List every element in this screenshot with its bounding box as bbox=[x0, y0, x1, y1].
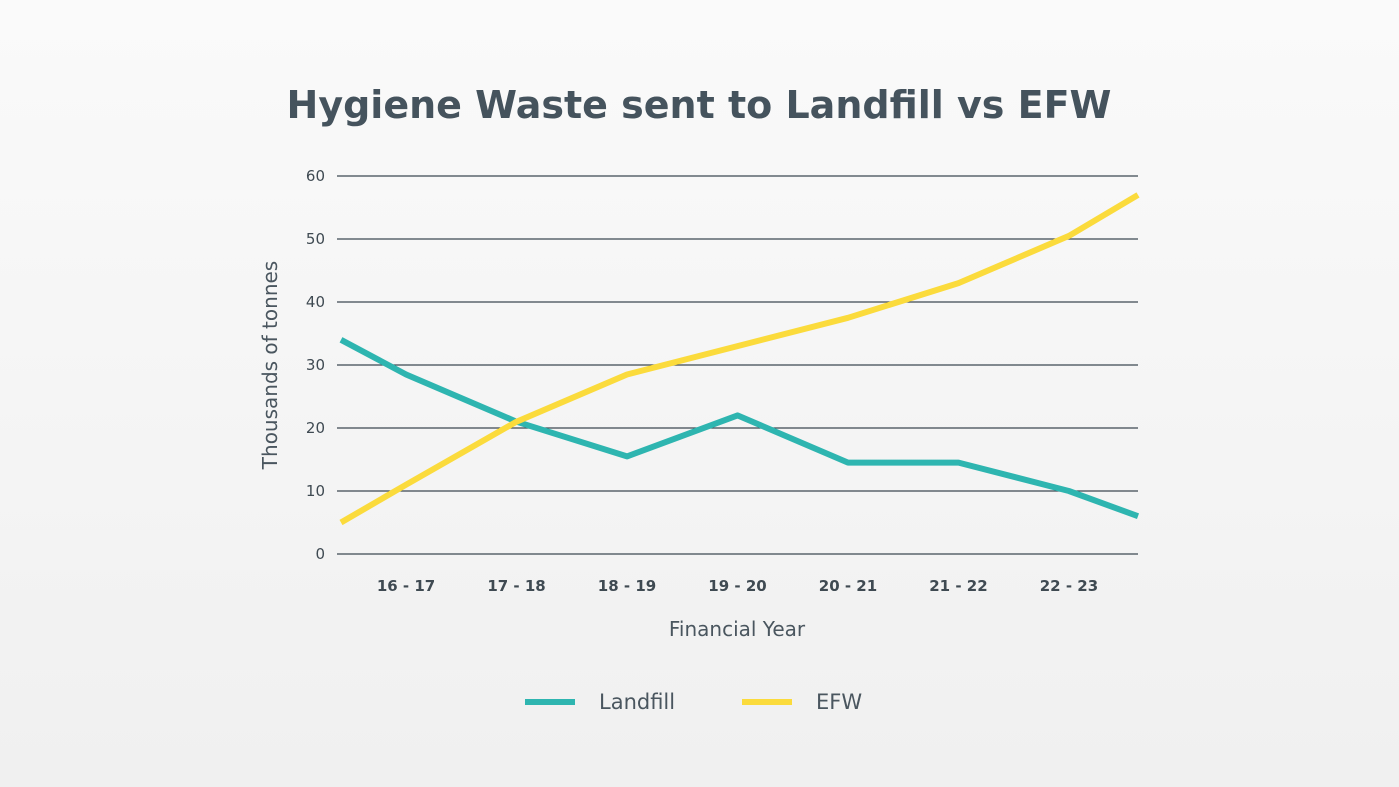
x-tick-label: 21 - 22 bbox=[929, 577, 987, 595]
legend-label-efw: EFW bbox=[816, 690, 862, 714]
x-tick-label: 17 - 18 bbox=[487, 577, 545, 595]
series-line-landfill bbox=[339, 337, 1140, 520]
gridlines bbox=[337, 175, 1138, 555]
y-axis-title: Thousands of tonnes bbox=[258, 261, 282, 470]
y-tick-label: 50 bbox=[306, 230, 325, 248]
x-tick-label: 20 - 21 bbox=[819, 577, 877, 595]
x-tick-label: 22 - 23 bbox=[1040, 577, 1098, 595]
x-axis-title: Financial Year bbox=[669, 617, 806, 641]
legend: Landfill EFW bbox=[525, 690, 862, 714]
y-tick-label: 60 bbox=[306, 167, 325, 185]
y-tick-label: 30 bbox=[306, 356, 325, 374]
x-tick-label: 16 - 17 bbox=[377, 577, 435, 595]
x-tick-label: 18 - 19 bbox=[598, 577, 656, 595]
y-tick-label: 40 bbox=[306, 293, 325, 311]
series-lines bbox=[339, 192, 1140, 526]
legend-label-landfill: Landfill bbox=[599, 690, 675, 714]
y-tick-label: 10 bbox=[306, 482, 325, 500]
chart-title: Hygiene Waste sent to Landfill vs EFW bbox=[287, 83, 1112, 127]
series-line-efw bbox=[339, 192, 1140, 526]
x-axis-ticks: 16 - 17 17 - 18 18 - 19 19 - 20 20 - 21 21 - … bbox=[377, 577, 1098, 595]
x-tick-label: 19 - 20 bbox=[708, 577, 766, 595]
y-tick-label: 20 bbox=[306, 419, 325, 437]
y-tick-label: 0 bbox=[315, 545, 325, 563]
y-axis-ticks: 0 10 20 30 40 50 60 bbox=[306, 167, 325, 563]
